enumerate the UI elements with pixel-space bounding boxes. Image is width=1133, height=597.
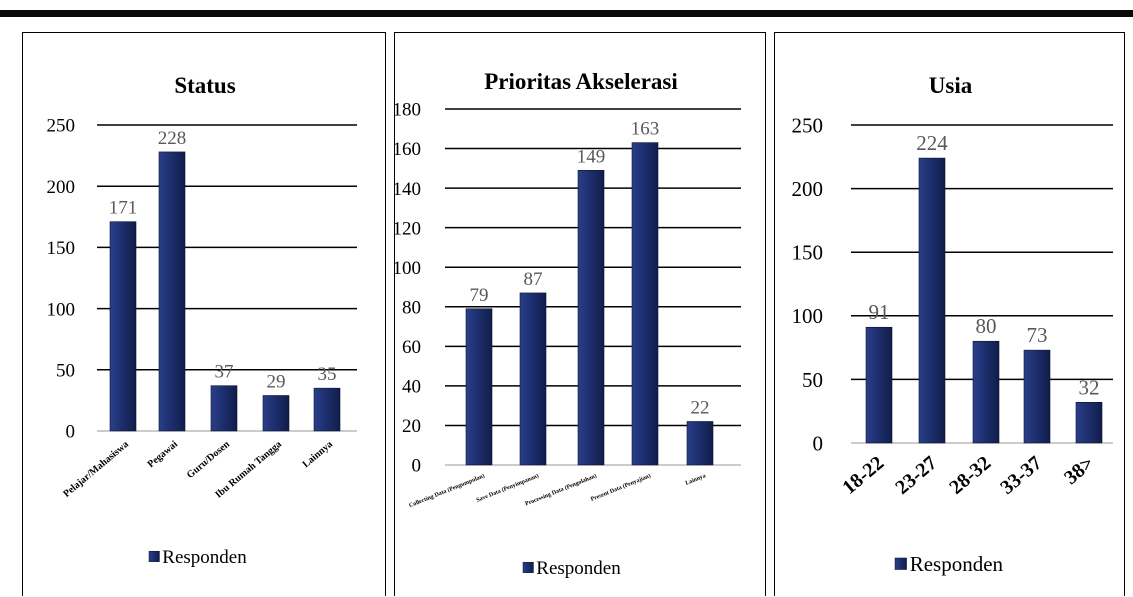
bar bbox=[109, 221, 137, 432]
data-label: 32 bbox=[1079, 375, 1100, 399]
data-label: 149 bbox=[577, 146, 606, 167]
x-tick-label: Lainnya bbox=[685, 473, 707, 487]
chart-title: Status bbox=[174, 73, 235, 98]
data-label: 171 bbox=[109, 198, 138, 219]
bar bbox=[631, 142, 659, 466]
data-label: 22 bbox=[691, 397, 710, 418]
x-tick-label: 38> bbox=[1060, 452, 1098, 489]
data-label: 37 bbox=[215, 362, 234, 383]
bar bbox=[1023, 349, 1051, 444]
y-tick-label: 100 bbox=[792, 304, 824, 328]
status-chart-panel: Status 0 50 100 150 200 250 171 Pelajar/Mahasisw… bbox=[22, 32, 386, 596]
data-label: 29 bbox=[267, 372, 286, 393]
y-tick-label: 0 bbox=[66, 422, 76, 443]
x-tick-label: Pelajar/Mahasiswa bbox=[61, 439, 131, 500]
y-tick-label: 0 bbox=[412, 456, 422, 477]
x-tick-label: 28-32 bbox=[945, 452, 995, 499]
legend-swatch bbox=[522, 561, 534, 573]
bar bbox=[313, 387, 341, 432]
y-tick-label: 50 bbox=[802, 368, 823, 392]
status-chart: Status 0 50 100 150 200 250 171 Pelajar/Mahasisw… bbox=[47, 73, 357, 568]
y-tick-label: 250 bbox=[792, 113, 824, 137]
data-label: 91 bbox=[869, 300, 890, 324]
bar bbox=[262, 395, 290, 432]
bar bbox=[918, 157, 946, 444]
y-tick-label: 200 bbox=[792, 177, 824, 201]
x-tick-label: 23-27 bbox=[891, 452, 941, 499]
chart-title: Usia bbox=[929, 73, 973, 98]
x-tick-label: Guru/Dosen bbox=[185, 439, 232, 481]
y-tick-label: 50 bbox=[56, 360, 75, 381]
data-label: 73 bbox=[1027, 323, 1048, 347]
y-tick-label: 140 bbox=[395, 179, 421, 200]
x-tick-label: Lainnya bbox=[301, 439, 335, 470]
data-label: 163 bbox=[631, 119, 660, 140]
y-tick-label: 120 bbox=[395, 218, 421, 239]
data-label: 80 bbox=[976, 314, 997, 338]
usia-chart: Usia 0 50 100 150 200 250 91 18-22 224 23-27 80 28-3… bbox=[792, 73, 1113, 576]
bar bbox=[519, 292, 547, 466]
x-tick-label: Present Data (Penyajian) bbox=[590, 472, 652, 503]
legend-swatch bbox=[894, 557, 907, 570]
x-tick-label: Pegawai bbox=[146, 439, 180, 470]
y-tick-label: 200 bbox=[47, 177, 76, 198]
y-tick-label: 0 bbox=[813, 431, 824, 455]
top-rule bbox=[0, 10, 1133, 17]
data-label: 224 bbox=[916, 131, 948, 155]
chart-title: Prioritas Akselerasi bbox=[484, 69, 678, 94]
y-tick-label: 60 bbox=[402, 337, 421, 358]
y-tick-label: 40 bbox=[402, 377, 421, 398]
bar bbox=[210, 385, 238, 432]
y-tick-label: 100 bbox=[47, 299, 76, 320]
bar bbox=[1075, 401, 1103, 444]
bar bbox=[158, 151, 186, 432]
y-tick-label: 20 bbox=[402, 416, 421, 437]
usia-chart-panel: Usia 0 50 100 150 200 250 91 18-22 224 23-27 80 28-3… bbox=[774, 32, 1125, 596]
data-label: 87 bbox=[524, 269, 543, 290]
bar bbox=[972, 340, 1000, 444]
legend-swatch bbox=[148, 550, 160, 562]
y-tick-label: 80 bbox=[402, 297, 421, 318]
y-tick-label: 150 bbox=[792, 241, 824, 265]
data-label: 228 bbox=[158, 128, 187, 149]
legend-label: Responden bbox=[162, 547, 247, 568]
x-tick-label: 18-22 bbox=[838, 452, 888, 499]
y-tick-label: 160 bbox=[395, 139, 421, 160]
y-tick-label: 150 bbox=[47, 238, 76, 259]
prioritas-akselerasi-chart-panel: Prioritas Akselerasi 0 20 40 60 80 100 120 140 16… bbox=[394, 32, 766, 596]
bar bbox=[465, 308, 493, 466]
legend-label: Responden bbox=[536, 558, 621, 579]
x-tick-label: 33-37 bbox=[996, 452, 1046, 499]
prioritas-akselerasi-chart: Prioritas Akselerasi 0 20 40 60 80 100 120 140 16… bbox=[395, 69, 741, 579]
data-label: 79 bbox=[470, 285, 489, 306]
y-tick-label: 250 bbox=[47, 116, 76, 137]
bar bbox=[686, 421, 714, 466]
x-tick-label: Collecting Data (Pengumpulan) bbox=[408, 472, 486, 509]
bar bbox=[577, 170, 605, 466]
y-tick-label: 100 bbox=[395, 258, 421, 279]
data-label: 35 bbox=[318, 364, 337, 385]
legend-label: Responden bbox=[910, 552, 1004, 576]
bar bbox=[865, 326, 893, 444]
y-tick-label: 180 bbox=[395, 100, 421, 121]
